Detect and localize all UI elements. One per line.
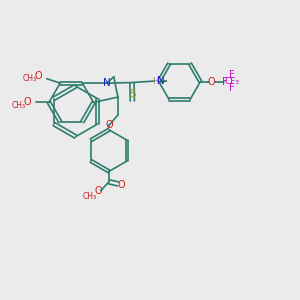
Text: O: O	[208, 77, 215, 87]
Text: O: O	[105, 120, 113, 130]
Text: O: O	[34, 71, 42, 81]
Text: CF₃: CF₃	[225, 77, 240, 86]
Text: CH₃: CH₃	[11, 101, 26, 110]
Text: CH₃: CH₃	[82, 192, 96, 201]
Text: F: F	[230, 83, 235, 93]
Text: O: O	[94, 186, 102, 196]
Text: N: N	[157, 76, 165, 86]
Text: O: O	[23, 98, 31, 107]
Text: O: O	[118, 180, 126, 190]
Text: F: F	[230, 70, 235, 80]
Text: N: N	[103, 78, 111, 88]
Text: F: F	[222, 77, 228, 87]
Text: CH₃: CH₃	[22, 74, 37, 83]
Text: S: S	[129, 89, 136, 99]
Text: H: H	[152, 76, 158, 85]
